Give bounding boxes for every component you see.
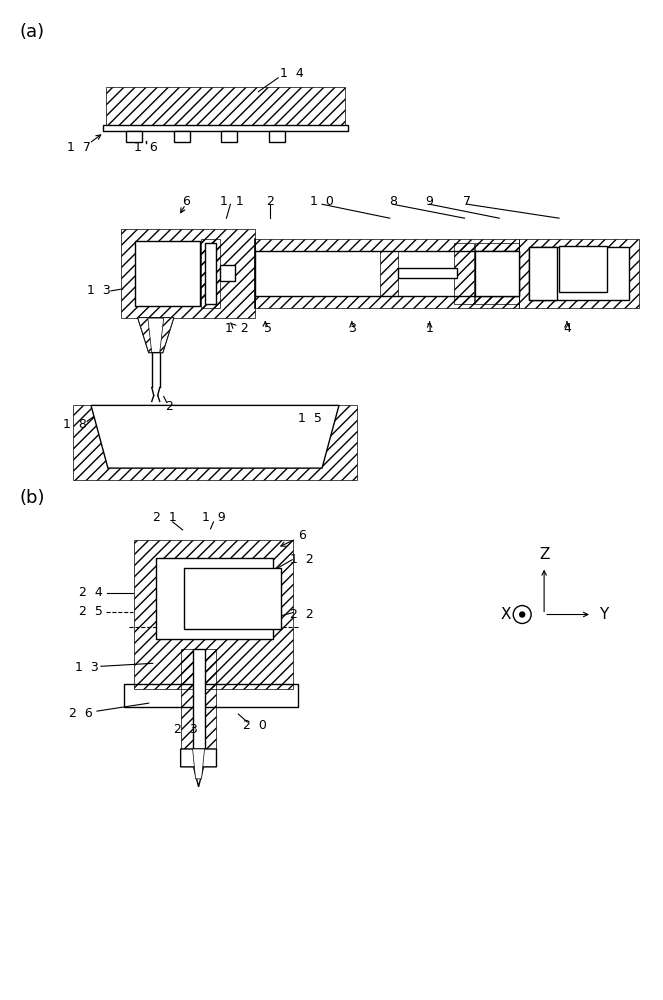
Bar (126, 131, 142, 142)
Text: 1  0: 1 0 (310, 195, 334, 208)
Bar (204, 243, 217, 304)
Bar (398, 268, 457, 278)
Bar (255, 296, 519, 308)
Polygon shape (180, 749, 217, 787)
Bar (192, 649, 204, 754)
Bar (121, 229, 255, 318)
Text: 1  3: 1 3 (87, 284, 111, 297)
Bar (124, 684, 298, 707)
Bar (103, 125, 348, 131)
Text: 2: 2 (164, 400, 172, 413)
Text: 2  6: 2 6 (69, 707, 93, 720)
Text: 2: 2 (267, 195, 274, 208)
Bar (174, 131, 190, 142)
Text: 1  3: 1 3 (75, 661, 99, 674)
Bar (221, 265, 235, 281)
Text: X: X (501, 607, 512, 622)
Bar (454, 243, 475, 304)
Bar (529, 247, 629, 300)
Bar (269, 131, 285, 142)
Text: 1  8: 1 8 (63, 418, 87, 431)
Text: 1  2: 1 2 (290, 553, 314, 566)
Text: 2  0: 2 0 (243, 719, 267, 732)
Bar (559, 246, 607, 292)
Text: 1  2: 1 2 (225, 322, 248, 335)
Bar (73, 405, 357, 480)
Text: 2  2: 2 2 (290, 608, 314, 621)
Bar (184, 568, 281, 629)
Text: 1  6: 1 6 (134, 141, 158, 154)
Polygon shape (91, 405, 339, 468)
Text: 5: 5 (265, 322, 272, 335)
Bar (529, 247, 557, 300)
Text: 4: 4 (563, 322, 571, 335)
Text: 2  1: 2 1 (153, 511, 176, 524)
Text: 2  3: 2 3 (174, 723, 198, 736)
Bar (380, 251, 398, 296)
Polygon shape (160, 318, 174, 353)
Text: 1  4: 1 4 (280, 67, 304, 80)
Bar (221, 131, 237, 142)
Bar (255, 239, 519, 251)
Circle shape (520, 612, 524, 617)
Bar (519, 239, 638, 308)
Text: 6: 6 (298, 529, 306, 542)
Polygon shape (192, 749, 204, 779)
Text: 2  5: 2 5 (79, 605, 103, 618)
Text: Z: Z (539, 547, 549, 562)
Text: 1  5: 1 5 (298, 412, 322, 425)
Text: 6: 6 (182, 195, 190, 208)
Text: 1  1: 1 1 (219, 195, 243, 208)
Text: (b): (b) (19, 489, 45, 507)
Bar (106, 87, 345, 125)
Text: 1: 1 (426, 322, 434, 335)
Bar (134, 540, 293, 689)
Bar (255, 251, 519, 296)
Text: 7: 7 (463, 195, 471, 208)
Text: 9: 9 (426, 195, 434, 208)
Text: 1  9: 1 9 (202, 511, 225, 524)
Text: 2  4: 2 4 (79, 586, 103, 599)
Polygon shape (138, 318, 152, 353)
Polygon shape (138, 318, 174, 353)
Bar (200, 239, 221, 308)
Text: 3: 3 (348, 322, 356, 335)
Bar (475, 243, 519, 304)
Bar (156, 558, 273, 639)
Text: Y: Y (599, 607, 609, 622)
Text: 1  7: 1 7 (67, 141, 91, 154)
Text: (a): (a) (19, 23, 44, 41)
Bar (135, 241, 200, 306)
Bar (180, 649, 217, 749)
Text: 8: 8 (389, 195, 396, 208)
Bar (475, 251, 519, 296)
